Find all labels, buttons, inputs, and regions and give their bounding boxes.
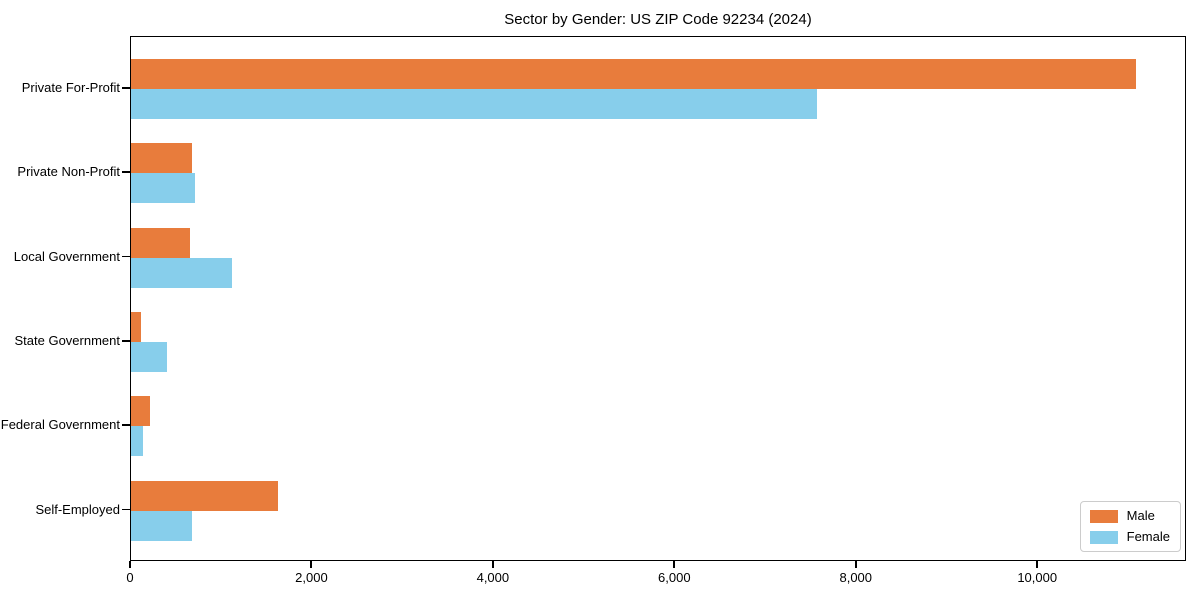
bar-male-self-employed xyxy=(131,480,279,511)
legend-item-female: Female xyxy=(1089,529,1170,544)
xtick-label-4000: 4,000 xyxy=(476,570,510,585)
ytick-mark-private-non-profit xyxy=(122,171,130,173)
ytick-mark-self-employed xyxy=(122,508,130,511)
legend-swatch-male xyxy=(1089,509,1118,523)
ytick-mark-federal-government xyxy=(122,424,130,426)
xtick-label-6000: 6,000 xyxy=(658,570,691,585)
xtick-mark-6000 xyxy=(673,561,676,568)
ytick-label-private-for-profit: Private For-Profit xyxy=(21,80,120,95)
bar-female-local-government xyxy=(131,257,233,288)
bar-male-state-government xyxy=(131,312,141,342)
bar-female-federal-government xyxy=(131,426,143,456)
bar-male-private-non-profit xyxy=(131,143,192,173)
plot-area xyxy=(130,36,1186,561)
ytick-label-federal-government: Federal Government xyxy=(0,417,120,432)
bar-male-local-government xyxy=(131,227,190,258)
legend-label-female: Female xyxy=(1126,529,1170,544)
xtick-label-10000: 10,000 xyxy=(1017,570,1058,585)
xtick-mark-0 xyxy=(129,561,131,568)
bar-male-federal-government xyxy=(131,396,151,426)
bar-male-private-for-profit xyxy=(131,59,1137,89)
ytick-label-local-government: Local Government xyxy=(13,248,120,264)
ytick-label-state-government: State Government xyxy=(14,333,121,348)
legend-swatch-female xyxy=(1089,530,1118,544)
bar-female-private-non-profit xyxy=(131,173,196,203)
xtick-label-8000: 8,000 xyxy=(839,570,873,585)
ytick-mark-local-government xyxy=(122,255,130,258)
ytick-label-self-employed: Self-Employed xyxy=(35,501,120,517)
legend-item-male: Male xyxy=(1089,508,1170,523)
ytick-mark-private-for-profit xyxy=(122,87,130,89)
ytick-mark-state-government xyxy=(122,340,130,342)
bar-female-private-for-profit xyxy=(131,89,817,119)
bar-female-state-government xyxy=(131,342,168,372)
ytick-label-private-non-profit: Private Non-Profit xyxy=(17,164,120,179)
xtick-label-2000: 2,000 xyxy=(295,570,328,585)
xtick-mark-10000 xyxy=(1036,561,1038,568)
legend-label-male: Male xyxy=(1126,508,1155,523)
xtick-mark-2000 xyxy=(310,561,313,568)
legend: Male Female xyxy=(1079,501,1181,552)
xtick-mark-4000 xyxy=(491,561,494,568)
xtick-mark-8000 xyxy=(854,561,857,568)
xtick-label-0: 0 xyxy=(126,570,134,585)
chart-title: Sector by Gender: US ZIP Code 92234 (202… xyxy=(504,11,812,28)
bar-female-self-employed xyxy=(131,510,192,541)
